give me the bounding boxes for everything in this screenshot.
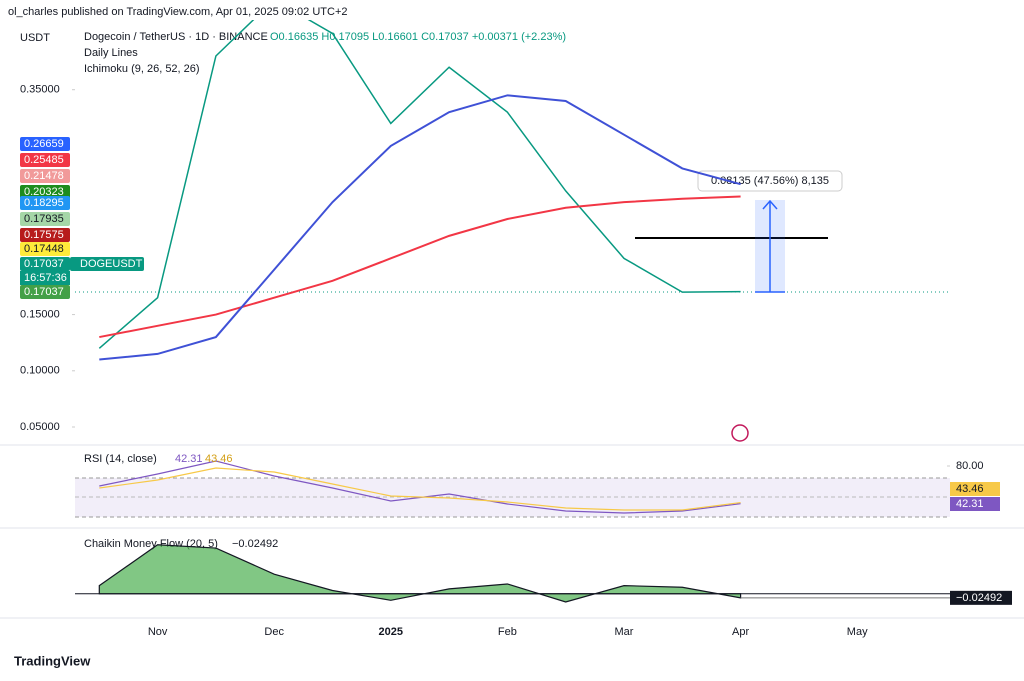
price-label-box: [20, 185, 70, 199]
indicator: Ichimoku (9, 26, 52, 26): [84, 63, 200, 75]
rsi-value-box: [950, 497, 1000, 511]
x-tick-label: Apr: [732, 626, 749, 638]
price-label-box: [20, 242, 70, 256]
rsi-line: [99, 467, 741, 511]
price-label: 0.17448: [24, 243, 64, 255]
price-label: 0.21478: [24, 170, 64, 182]
ohlc: O0.16635 H0.17095 L0.16601 C0.17037 +0.0…: [270, 31, 566, 43]
measure-box-label: [697, 170, 843, 192]
price-label: 0.18295: [24, 197, 64, 209]
x-tick-label: May: [847, 626, 868, 638]
x-tick-label: Dec: [264, 626, 284, 638]
rsi-value: 43.46: [956, 483, 984, 495]
price-label: 0.17935: [24, 213, 64, 225]
symbol: DOGEUSDT: [80, 258, 143, 270]
rsi-value-box: [950, 482, 1000, 496]
price-label: 0.20323: [24, 186, 64, 198]
price-line: [99, 195, 741, 339]
price-label: 0.17037: [24, 258, 64, 270]
price-line: [99, 94, 741, 361]
y-label: USDT: [20, 32, 50, 44]
rsi-legend-value: 43.46: [205, 453, 233, 465]
price-label: 0.17037: [24, 286, 64, 298]
rsi-title: RSI (14, close): [84, 453, 157, 465]
price-label-box: [20, 137, 70, 151]
publisher: ol_charles published on TradingView.com,…: [8, 6, 348, 18]
cmf-value: −0.02492: [956, 592, 1002, 604]
symbol-box: [70, 257, 144, 271]
price-line: [98, 20, 741, 349]
x-tick-label: Nov: [148, 626, 168, 638]
y-tick-label: 0.15000: [20, 308, 60, 320]
price-label-box: [20, 228, 70, 242]
price-label-box: [20, 285, 70, 299]
price-label-box: [20, 196, 70, 210]
y-tick-label: 0.35000: [20, 84, 60, 96]
cmf-value-box: [950, 590, 1012, 605]
countdown-box: [20, 271, 70, 285]
price-pane: [98, 20, 741, 361]
event-icon[interactable]: [731, 424, 749, 442]
price-label: 0.26659: [24, 138, 64, 150]
price-label-box: [20, 169, 70, 183]
rsi-value: 42.31: [956, 498, 984, 510]
price-label: 0.17575: [24, 229, 64, 241]
countdown: 16:57:36: [24, 272, 67, 284]
price-label-box: [20, 212, 70, 226]
price-label-box: [20, 257, 70, 271]
x-tick-label: Mar: [615, 626, 634, 638]
cmf-legend-value: −0.02492: [232, 538, 278, 550]
measure-arrow-head: [762, 199, 778, 210]
price-label-box: [20, 153, 70, 167]
y-tick-label: 0.10000: [20, 365, 60, 377]
rsi-legend-value: 42.31: [175, 453, 203, 465]
brand: TradingView: [14, 653, 91, 668]
rsi-tick-label: 80.00: [956, 460, 984, 472]
x-tick-label: Feb: [498, 626, 517, 638]
indicator: Daily Lines: [84, 47, 138, 59]
y-tick-label: 0.05000: [20, 421, 60, 433]
cmf-area: [98, 544, 742, 603]
x-tick-label: 2025: [379, 626, 403, 638]
price-label: 0.25485: [24, 154, 64, 166]
chart-title: Dogecoin / TetherUS · 1D · BINANCE: [84, 31, 268, 43]
